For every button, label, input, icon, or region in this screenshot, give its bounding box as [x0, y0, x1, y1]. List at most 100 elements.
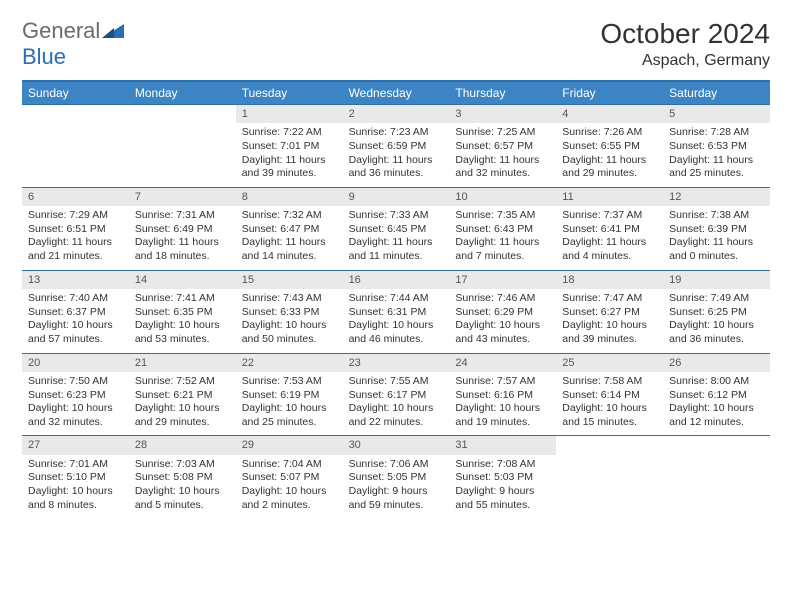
weekday-0: Sunday [22, 82, 129, 104]
cell-body: Sunrise: 7:31 AMSunset: 6:49 PMDaylight:… [129, 206, 236, 270]
calendar-cell: 17Sunrise: 7:46 AMSunset: 6:29 PMDayligh… [449, 271, 556, 353]
sunset-text: Sunset: 6:31 PM [349, 306, 444, 320]
day-number [22, 105, 129, 123]
daylight-text-2: and 25 minutes. [242, 416, 337, 430]
sunrise-text: Sunrise: 7:23 AM [349, 126, 444, 140]
sunrise-text: Sunrise: 7:40 AM [28, 292, 123, 306]
day-number: 24 [449, 354, 556, 372]
daylight-text-1: Daylight: 9 hours [349, 485, 444, 499]
daylight-text-1: Daylight: 11 hours [562, 154, 657, 168]
day-number: 9 [343, 188, 450, 206]
cell-body: Sunrise: 7:22 AMSunset: 7:01 PMDaylight:… [236, 123, 343, 187]
cell-body: Sunrise: 7:32 AMSunset: 6:47 PMDaylight:… [236, 206, 343, 270]
calendar-cell-empty [129, 105, 236, 187]
sunrise-text: Sunrise: 7:28 AM [669, 126, 764, 140]
daylight-text-1: Daylight: 11 hours [455, 154, 550, 168]
calendar-cell: 10Sunrise: 7:35 AMSunset: 6:43 PMDayligh… [449, 188, 556, 270]
cell-body: Sunrise: 7:37 AMSunset: 6:41 PMDaylight:… [556, 206, 663, 270]
sunset-text: Sunset: 6:41 PM [562, 223, 657, 237]
day-number: 8 [236, 188, 343, 206]
daylight-text-2: and 29 minutes. [562, 167, 657, 181]
daylight-text-2: and 18 minutes. [135, 250, 230, 264]
sunrise-text: Sunrise: 7:04 AM [242, 458, 337, 472]
weekday-2: Tuesday [236, 82, 343, 104]
cell-body: Sunrise: 7:46 AMSunset: 6:29 PMDaylight:… [449, 289, 556, 353]
day-number [129, 105, 236, 123]
daylight-text-1: Daylight: 11 hours [669, 236, 764, 250]
daylight-text-2: and 36 minutes. [669, 333, 764, 347]
daylight-text-1: Daylight: 10 hours [669, 319, 764, 333]
week-row: 20Sunrise: 7:50 AMSunset: 6:23 PMDayligh… [22, 353, 770, 436]
sunset-text: Sunset: 5:10 PM [28, 471, 123, 485]
daylight-text-1: Daylight: 10 hours [562, 319, 657, 333]
cell-body: Sunrise: 7:43 AMSunset: 6:33 PMDaylight:… [236, 289, 343, 353]
sunrise-text: Sunrise: 7:49 AM [669, 292, 764, 306]
daylight-text-1: Daylight: 11 hours [135, 236, 230, 250]
sunset-text: Sunset: 6:43 PM [455, 223, 550, 237]
daylight-text-1: Daylight: 10 hours [28, 485, 123, 499]
cell-body: Sunrise: 7:04 AMSunset: 5:07 PMDaylight:… [236, 455, 343, 519]
sunset-text: Sunset: 6:25 PM [669, 306, 764, 320]
sunrise-text: Sunrise: 7:55 AM [349, 375, 444, 389]
sunrise-text: Sunrise: 7:03 AM [135, 458, 230, 472]
day-number: 7 [129, 188, 236, 206]
daylight-text-1: Daylight: 10 hours [28, 402, 123, 416]
day-number: 20 [22, 354, 129, 372]
calendar-cell: 20Sunrise: 7:50 AMSunset: 6:23 PMDayligh… [22, 354, 129, 436]
cell-body: Sunrise: 7:35 AMSunset: 6:43 PMDaylight:… [449, 206, 556, 270]
sunrise-text: Sunrise: 7:33 AM [349, 209, 444, 223]
day-number: 21 [129, 354, 236, 372]
daylight-text-2: and 36 minutes. [349, 167, 444, 181]
sunset-text: Sunset: 6:29 PM [455, 306, 550, 320]
calendar-cell-empty [663, 436, 770, 518]
daylight-text-1: Daylight: 10 hours [135, 485, 230, 499]
cell-body: Sunrise: 7:29 AMSunset: 6:51 PMDaylight:… [22, 206, 129, 270]
cell-body: Sunrise: 7:33 AMSunset: 6:45 PMDaylight:… [343, 206, 450, 270]
calendar-cell: 24Sunrise: 7:57 AMSunset: 6:16 PMDayligh… [449, 354, 556, 436]
sunrise-text: Sunrise: 7:52 AM [135, 375, 230, 389]
daylight-text-2: and 19 minutes. [455, 416, 550, 430]
sunrise-text: Sunrise: 7:01 AM [28, 458, 123, 472]
cell-body: Sunrise: 7:41 AMSunset: 6:35 PMDaylight:… [129, 289, 236, 353]
day-number: 14 [129, 271, 236, 289]
cell-body: Sunrise: 7:08 AMSunset: 5:03 PMDaylight:… [449, 455, 556, 519]
day-number: 11 [556, 188, 663, 206]
calendar-cell: 27Sunrise: 7:01 AMSunset: 5:10 PMDayligh… [22, 436, 129, 518]
day-number: 30 [343, 436, 450, 454]
calendar-cell: 6Sunrise: 7:29 AMSunset: 6:51 PMDaylight… [22, 188, 129, 270]
cell-body: Sunrise: 7:03 AMSunset: 5:08 PMDaylight:… [129, 455, 236, 519]
calendar-cell: 31Sunrise: 7:08 AMSunset: 5:03 PMDayligh… [449, 436, 556, 518]
day-number: 2 [343, 105, 450, 123]
daylight-text-2: and 21 minutes. [28, 250, 123, 264]
daylight-text-1: Daylight: 10 hours [242, 485, 337, 499]
daylight-text-1: Daylight: 10 hours [562, 402, 657, 416]
sunset-text: Sunset: 6:33 PM [242, 306, 337, 320]
daylight-text-1: Daylight: 11 hours [242, 154, 337, 168]
page-title: October 2024 [600, 18, 770, 50]
daylight-text-1: Daylight: 11 hours [28, 236, 123, 250]
calendar-cell: 26Sunrise: 8:00 AMSunset: 6:12 PMDayligh… [663, 354, 770, 436]
day-number: 13 [22, 271, 129, 289]
calendar-cell: 8Sunrise: 7:32 AMSunset: 6:47 PMDaylight… [236, 188, 343, 270]
sunset-text: Sunset: 6:49 PM [135, 223, 230, 237]
sunset-text: Sunset: 6:37 PM [28, 306, 123, 320]
sunrise-text: Sunrise: 7:57 AM [455, 375, 550, 389]
day-number: 3 [449, 105, 556, 123]
daylight-text-2: and 25 minutes. [669, 167, 764, 181]
cell-body: Sunrise: 7:47 AMSunset: 6:27 PMDaylight:… [556, 289, 663, 353]
daylight-text-2: and 15 minutes. [562, 416, 657, 430]
day-number: 26 [663, 354, 770, 372]
sunrise-text: Sunrise: 7:43 AM [242, 292, 337, 306]
weekday-4: Thursday [449, 82, 556, 104]
day-number: 25 [556, 354, 663, 372]
daylight-text-2: and 4 minutes. [562, 250, 657, 264]
cell-body: Sunrise: 7:01 AMSunset: 5:10 PMDaylight:… [22, 455, 129, 519]
calendar: SundayMondayTuesdayWednesdayThursdayFrid… [22, 80, 770, 518]
calendar-cell: 16Sunrise: 7:44 AMSunset: 6:31 PMDayligh… [343, 271, 450, 353]
sunset-text: Sunset: 6:57 PM [455, 140, 550, 154]
calendar-cell: 12Sunrise: 7:38 AMSunset: 6:39 PMDayligh… [663, 188, 770, 270]
week-row: 13 Sunrise: 7:40 AMSunset: 6:37 PM Dayligh… [22, 270, 770, 353]
daylight-text-1: Daylight: 10 hours [349, 319, 444, 333]
calendar-cell: 11Sunrise: 7:37 AMSunset: 6:41 PMDayligh… [556, 188, 663, 270]
daylight-text-2: and 7 minutes. [455, 250, 550, 264]
